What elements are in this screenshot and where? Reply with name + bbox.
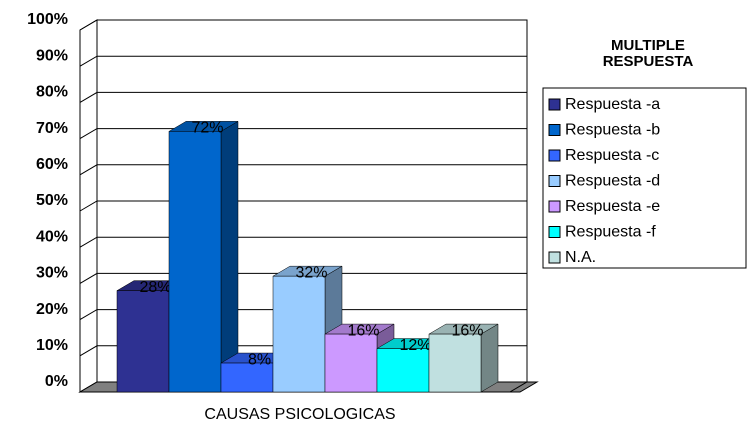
y-tick-label: 80% [36,84,68,101]
y-tick-label: 40% [36,228,68,245]
value-label: 32% [295,264,327,281]
x-category-label: CAUSAS PSICOLOGICAS [204,406,395,423]
legend-title: MULTIPLE RESPUESTA [602,37,694,70]
value-label: 28% [139,279,171,296]
y-tick-label: 70% [36,120,68,137]
value-label: 16% [451,322,483,339]
y-tick-label: 30% [36,265,68,282]
bar [324,333,378,393]
y-tick-label: 90% [36,47,68,64]
legend-swatch [548,124,561,136]
legend-label: Respuesta -c [565,147,659,164]
grid-line [79,200,527,212]
bar-side [220,120,239,393]
grid-line [79,309,527,321]
y-tick-label: 20% [36,301,68,318]
grid-line [79,128,527,140]
legend-swatch [548,251,561,264]
grid-line [79,164,527,176]
y-tick-label: 10% [36,337,68,354]
legend-label: N.A. [565,249,596,266]
grid-line [79,91,527,103]
bar [428,333,482,393]
grid-line [79,19,527,31]
legend-swatch [548,200,561,213]
bar-side [480,323,499,393]
y-tick-label: 50% [36,192,68,209]
bar [272,275,326,393]
legend-label: Respuesta -f [565,224,656,241]
legend-label: Respuesta -b [565,122,660,139]
legend-swatch [548,226,561,238]
y-tick-label: 100% [27,11,68,28]
bar [220,362,274,393]
grid-line [79,236,527,248]
legend-label: Respuesta -a [565,96,660,113]
value-label: 8% [248,351,271,368]
legend-label: Respuesta -e [565,198,660,215]
grid-line [79,272,527,284]
legend-label: Respuesta -d [565,173,660,190]
y-tick-label: 60% [36,156,68,173]
legend-box [542,87,747,269]
bar [376,348,430,393]
value-label: 16% [347,322,379,339]
bar [168,131,222,393]
value-label: 72% [191,120,223,137]
grid-line [79,55,527,67]
legend-swatch [548,175,561,187]
floor-edge [508,381,539,393]
value-label: 12% [399,337,431,354]
y-tick-label: 0% [45,373,68,390]
legend-swatch [548,98,561,111]
bar [116,290,170,393]
legend-swatch [548,149,561,162]
